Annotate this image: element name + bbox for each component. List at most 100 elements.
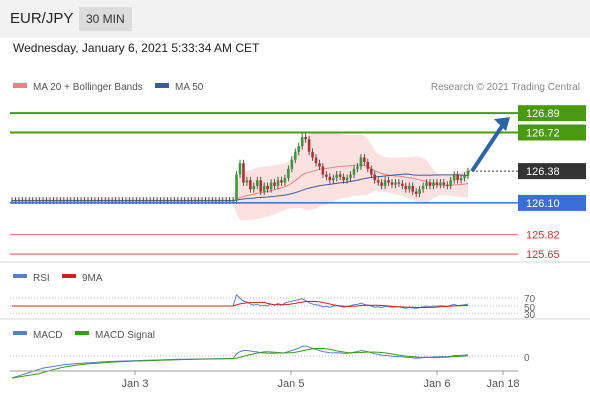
candle-body [342,176,345,181]
candle-body [173,200,176,202]
candle-body [141,200,145,202]
candle-body [231,200,235,202]
candle-body [186,200,190,202]
candle-body [97,200,100,202]
candle-body [442,182,446,185]
candle-body [41,200,45,202]
candle-body [55,200,59,202]
candle-body [124,200,128,202]
resistance-label-box [518,105,586,122]
candle-body [266,185,269,190]
candle-body [269,182,273,190]
candle-body [418,189,421,194]
copyright-text: Research © 2021 Trading Central [431,82,580,93]
candle-body [421,185,425,190]
candle-body [380,182,383,186]
candle-body [314,157,318,164]
candle-body [363,157,366,163]
candle-body [162,200,166,202]
candle-body [86,200,90,202]
x-tick-label: Jan 3 [122,378,149,390]
candle-body [349,174,352,178]
support-label: 125.82 [526,230,560,242]
candle-body [27,200,31,202]
symbol-title: EUR/JPY [10,10,74,27]
macd-signal-line [11,347,469,379]
rsi-level-50: 50 [524,303,536,314]
candle-body [414,191,418,194]
candle-body [325,174,328,177]
candle-body [214,200,218,202]
last-price-box [518,163,586,180]
ma50-legend-label: MA 50 [175,82,204,93]
candle-body [152,200,155,202]
candle-body [287,168,290,178]
candle-body [445,184,449,186]
forecast-arrow-head [494,117,510,132]
candle-body [117,200,121,202]
candle-body [311,151,314,158]
candle-body [34,200,38,202]
candle-body [59,200,62,202]
candle-body [432,182,435,186]
candle-body [411,185,415,192]
rsi-legend-swatch [13,274,27,278]
candle-body [79,200,83,202]
candle-body [65,200,69,202]
candle-body [304,137,307,140]
candle-body [69,200,73,202]
candle-body [373,174,377,181]
candle-body [138,200,142,202]
candle-body [318,163,321,167]
candle-body [48,200,52,202]
candle-body [283,177,287,183]
candle-body [300,137,304,147]
level-lines: 126.89 126.72 126.38 126.10 125.82 125.65 [10,105,586,261]
candle-body [114,200,117,202]
candle-body [155,200,159,202]
candle-body [145,200,149,202]
x-tick-label: Jan 6 [424,378,451,390]
candle-body [394,182,397,185]
rsi-ma-legend-label: 9MA [82,273,103,284]
x-tick-label: Jan 5 [278,378,305,390]
candle-body [352,168,356,175]
pivot-label-box [518,194,586,211]
candle-body [290,159,294,169]
candle-body [90,200,93,202]
candle-body [17,200,21,202]
ma20-legend-label: MA 20 + Bollinger Bands [33,82,143,93]
price-panel [10,131,470,221]
candle-body [148,200,152,202]
last-price-label: 126.38 [526,166,560,178]
candle-body [238,163,242,175]
candle-body [62,200,66,202]
candle-body [204,200,207,202]
candle-body [262,185,266,192]
candle-body [321,166,325,175]
candle-body [24,200,28,202]
candle-body [259,180,263,192]
macd-legend-label: MACD [33,330,62,341]
candle-body [197,200,200,202]
candle-body [331,177,335,181]
candle-body [21,200,24,202]
candle-body [397,182,401,184]
candle-body [31,200,35,202]
pivot-label: 126.10 [526,198,560,210]
candle-body [293,151,297,160]
candle-body [135,200,138,202]
candle-body [435,182,439,185]
candle-body [235,174,238,201]
rsi-ma-line [12,300,469,309]
ma20-legend-swatch [13,83,27,88]
candle-body [200,200,204,202]
candle-body [107,200,111,202]
candle-body [183,200,187,202]
timeframe-button[interactable]: 30 MIN [79,7,132,31]
candle-body [390,182,394,185]
candle-body [452,174,456,181]
candle-body [404,185,408,190]
candle-body [439,182,442,185]
